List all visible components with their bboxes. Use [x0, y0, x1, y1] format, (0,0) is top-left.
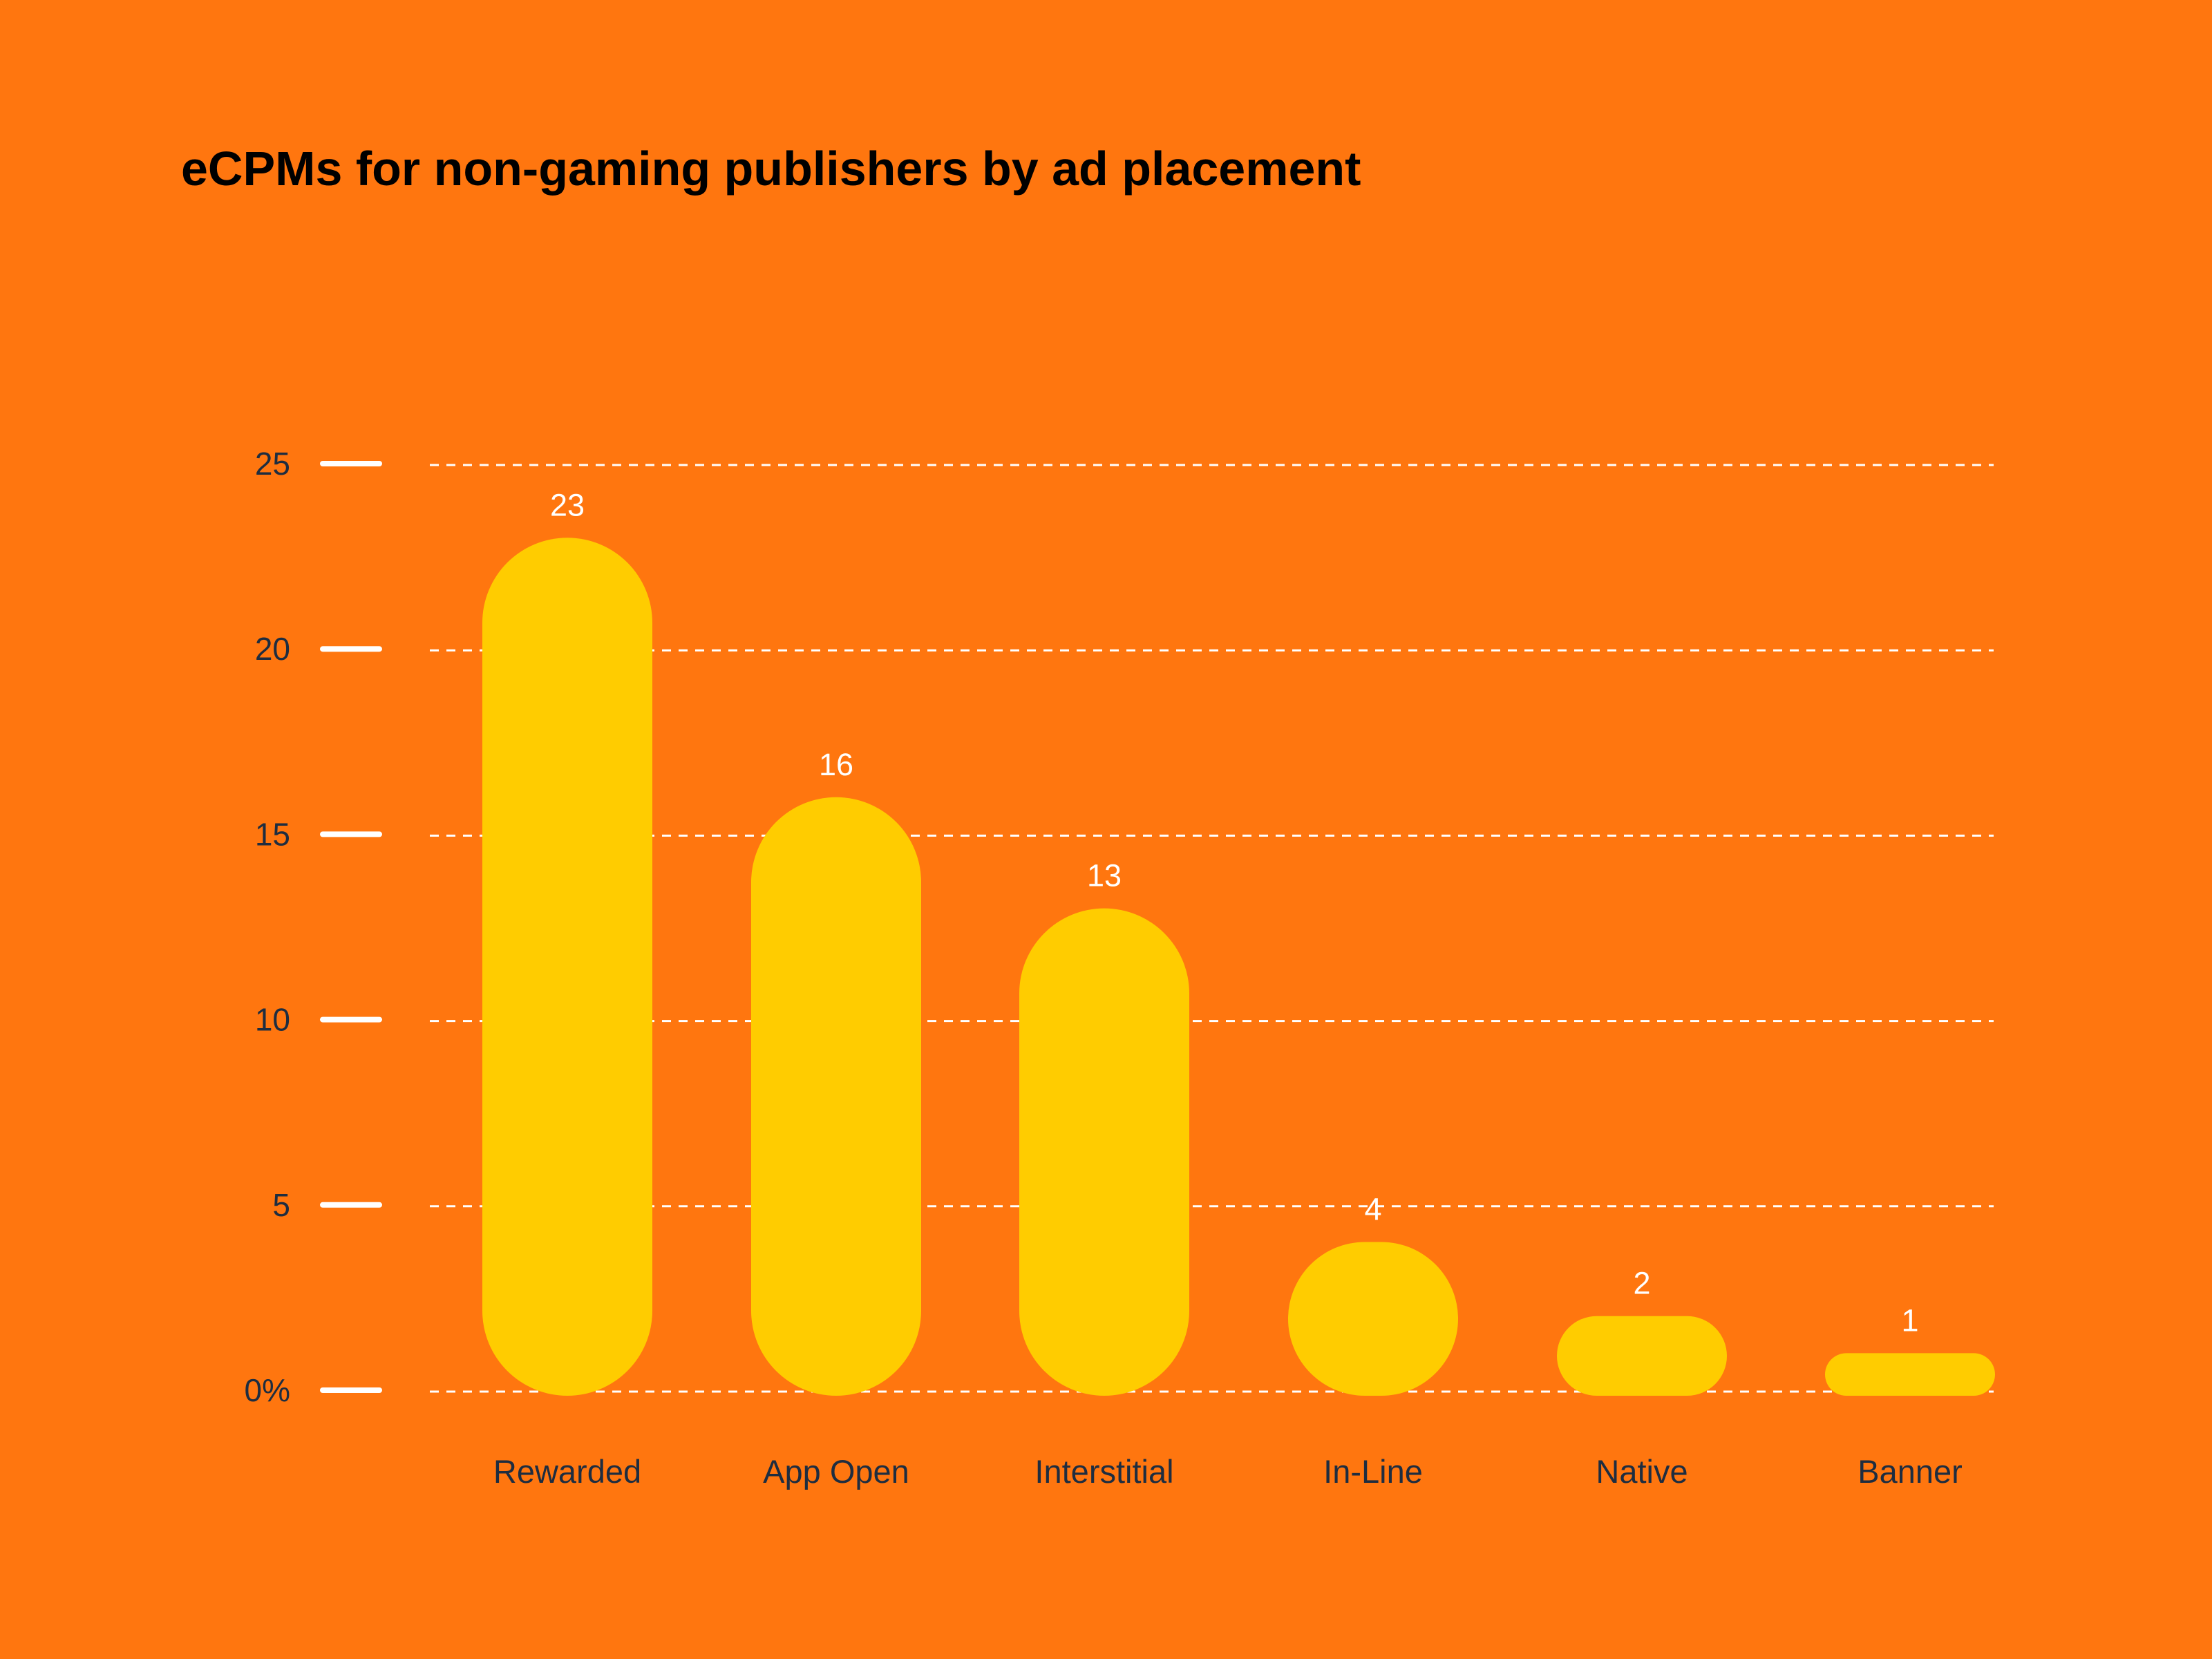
y-tick-label: 0% — [245, 1372, 290, 1408]
gridlines — [430, 464, 1994, 1393]
y-axis: 0% 5 10 15 20 25 — [245, 446, 382, 1408]
x-tick-label: Native — [1596, 1453, 1688, 1490]
bar-native — [1557, 1316, 1727, 1396]
data-label: 23 — [550, 487, 585, 522]
bar-banner — [1825, 1353, 1995, 1396]
data-label: 2 — [1633, 1266, 1650, 1301]
y-tick-label: 25 — [255, 446, 290, 482]
x-tick-label: In-Line — [1323, 1453, 1423, 1490]
y-tick-label: 5 — [272, 1187, 290, 1223]
data-label: 13 — [1087, 858, 1122, 893]
x-tick-label: App Open — [763, 1453, 909, 1490]
bar-in-line — [1288, 1242, 1458, 1396]
x-axis: Rewarded App Open Interstitial In-Line Nativ… — [493, 1453, 1963, 1490]
x-tick-label: Banner — [1857, 1453, 1963, 1490]
bar-rewarded — [482, 538, 652, 1396]
x-tick-label: Rewarded — [493, 1453, 641, 1490]
y-tick-label: 20 — [255, 631, 290, 667]
bar-interstitial — [1019, 908, 1189, 1396]
chart-title: eCPMs for non-gaming publishers by ad pl… — [181, 142, 1361, 196]
bar-app-open — [751, 797, 921, 1396]
data-label: 4 — [1364, 1191, 1381, 1226]
data-label: 16 — [819, 747, 853, 782]
data-label: 1 — [1901, 1302, 1918, 1338]
y-tick-label: 10 — [255, 1002, 290, 1038]
bars: 23 16 13 4 2 1 — [482, 487, 1995, 1396]
x-tick-label: Interstitial — [1034, 1453, 1173, 1490]
y-tick-label: 15 — [255, 816, 290, 852]
